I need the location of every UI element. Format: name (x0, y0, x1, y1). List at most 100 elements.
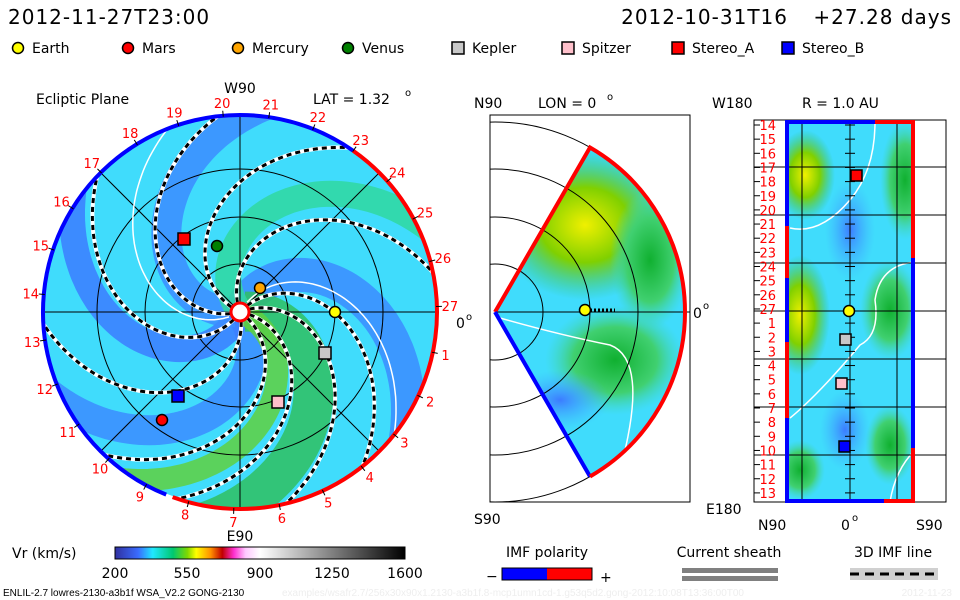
legend-item-mars: Mars (121, 41, 176, 57)
day-tick (143, 484, 148, 490)
radial-velocity-field (785, 122, 915, 502)
sheath-swatch (682, 568, 778, 573)
day-tick (321, 489, 326, 496)
day-label: 26 (435, 252, 452, 267)
legend-label: Earth (32, 41, 70, 57)
row-label: 21 (759, 218, 776, 233)
legend-marker (341, 41, 355, 55)
legend-marker (121, 41, 135, 55)
imf-line-legend: 3D IMF line (850, 545, 938, 580)
ecliptic-bottom-label: E90 (227, 529, 254, 545)
legend-label: Stereo_A (692, 41, 755, 57)
day-label: 15 (33, 240, 50, 255)
day-label: 8 (181, 509, 189, 524)
earth-marker (842, 304, 856, 318)
imf-line-swatch (850, 568, 938, 580)
day-tick (48, 247, 55, 251)
stereo-a-marker (850, 169, 863, 182)
imf-line-bg (153, 116, 348, 316)
elapsed-days: +27.28 days (813, 5, 952, 29)
meridional-bottom-label: S90 (474, 512, 501, 528)
radial-x-label-s90: S90 (916, 518, 943, 534)
day-label: 21 (263, 98, 280, 113)
radial-markers (835, 169, 863, 453)
row-label: 8 (768, 416, 776, 431)
row-label: 22 (759, 232, 776, 247)
wedge-rim-positive-lower (588, 311, 687, 479)
radial-row-labels: 1415161718192021222324252627123456789101… (754, 119, 855, 502)
earth-marker (328, 305, 342, 319)
day-label: 14 (23, 287, 40, 302)
row-label: 15 (759, 133, 776, 148)
colorbar-tick: 1250 (314, 566, 350, 582)
day-label: 12 (36, 383, 53, 398)
row-label: 7 (768, 402, 776, 417)
row-label: 27 (759, 303, 776, 318)
day-tick (268, 112, 271, 119)
day-tick (417, 394, 424, 399)
current-sheath-line (132, 116, 281, 321)
row-label: 2 (768, 331, 776, 346)
longitude-label: LON = 0 (538, 96, 596, 112)
day-tick (393, 433, 399, 439)
degree-mark: o (466, 312, 472, 323)
legend-item-stereo-b: Stereo_B (781, 41, 864, 57)
day-label: 5 (324, 497, 332, 512)
ecliptic-top-label: W90 (224, 81, 256, 97)
kepler-marker (839, 333, 852, 346)
positive-polarity-swatch (547, 568, 592, 580)
row-label: 23 (759, 246, 776, 261)
venus-marker (210, 239, 224, 253)
velocity-band (44, 292, 267, 446)
imf-minus: − (486, 569, 498, 585)
day-tick (73, 423, 80, 428)
legend-item-earth: Earth (11, 41, 70, 57)
day-label: 6 (278, 512, 286, 527)
row-label: 11 (759, 459, 776, 474)
day-label: 16 (53, 195, 70, 210)
legend-marker (781, 41, 795, 55)
day-tick (278, 503, 281, 511)
degree-mark: o (852, 513, 858, 524)
row-label: 10 (759, 444, 776, 459)
path-info: examples/wsafr2.7/256x30x90x1.2130-a3b1f… (282, 588, 744, 599)
row-label: 25 (759, 275, 776, 290)
imf-polarity-legend: IMF polarity − + (486, 545, 612, 586)
row-label: 17 (759, 161, 776, 176)
velocity-band (95, 291, 334, 508)
legend-item-venus: Venus (341, 41, 404, 57)
imf-line-label: 3D IMF line (854, 545, 932, 561)
legend-label: Mars (142, 41, 176, 57)
day-tick (360, 465, 366, 472)
row-label: 20 (759, 204, 776, 219)
imf-line-bg (234, 217, 436, 399)
day-tick (51, 383, 58, 387)
day-label: 10 (92, 463, 109, 478)
spitzer-marker (271, 395, 285, 409)
meridional-right-label: 0 (693, 306, 702, 322)
planet-markers (155, 232, 342, 427)
degree-mark: o (405, 88, 411, 99)
negative-polarity-swatch (502, 568, 547, 580)
day-label: 27 (442, 300, 459, 315)
day-tick (222, 110, 224, 117)
legend-label: Mercury (252, 41, 309, 57)
day-tick (133, 139, 138, 146)
day-label: 17 (84, 157, 101, 172)
current-sheath-legend: Current sheath (677, 545, 781, 581)
row-label: 13 (759, 487, 776, 502)
legend-marker (671, 41, 685, 55)
colorbar-tick: 900 (247, 566, 274, 582)
colorbar-tick: 1600 (387, 566, 423, 582)
spitzer-marker (835, 377, 848, 390)
disk-rim-positive (171, 148, 439, 511)
legend-label: Stereo_B (802, 41, 864, 57)
object-legend: Earth Mars Mercury Venus Kepler Spitzer Stereo… (11, 41, 864, 57)
day-tick (38, 293, 45, 296)
run-start-time: 2012-10-31T16 (621, 5, 788, 29)
degree-mark: o (607, 92, 613, 103)
row-label: 19 (759, 190, 776, 205)
wedge-rim-negative (493, 310, 592, 478)
